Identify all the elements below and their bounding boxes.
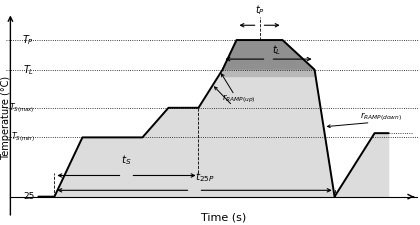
Text: $r_{RAMP(up)}$: $r_{RAMP(up)}$ (222, 93, 255, 105)
Text: Time (s): Time (s) (201, 213, 246, 223)
Text: $r_{RAMP(down)}$: $r_{RAMP(down)}$ (360, 110, 402, 123)
Text: $T_L$: $T_L$ (23, 63, 34, 76)
Text: $T_P$: $T_P$ (22, 33, 34, 47)
Polygon shape (223, 70, 315, 76)
Text: $t_P$: $t_P$ (255, 3, 265, 17)
Text: $T_{S(max)}$: $T_{S(max)}$ (9, 101, 34, 115)
Text: $t_S$: $t_S$ (121, 153, 132, 167)
Text: $t_{25P}$: $t_{25P}$ (194, 170, 214, 184)
Text: $T_{S(min)}$: $T_{S(min)}$ (10, 130, 34, 144)
Text: Temperature (°C): Temperature (°C) (1, 76, 11, 160)
Text: 25: 25 (23, 192, 34, 201)
Polygon shape (38, 40, 388, 197)
Polygon shape (223, 40, 315, 70)
Text: $t_L$: $t_L$ (272, 43, 281, 57)
